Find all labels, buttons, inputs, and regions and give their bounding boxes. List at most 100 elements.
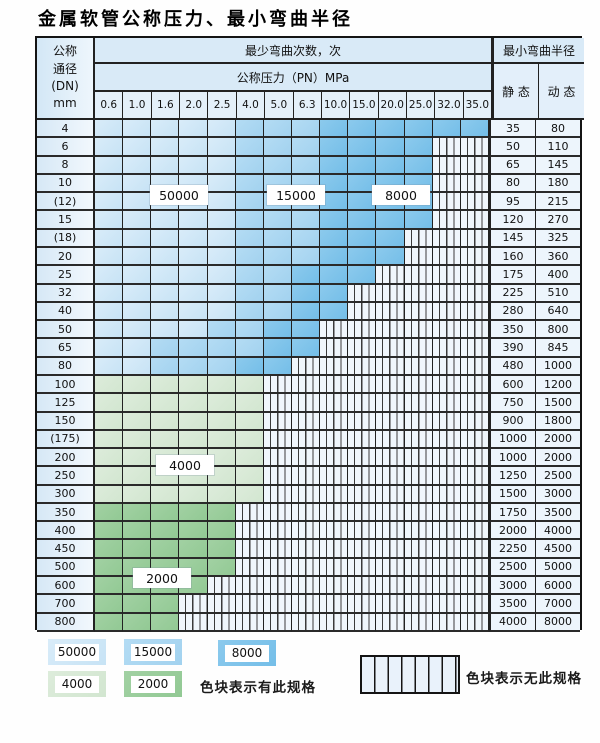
spec-cell [235,229,264,248]
static-radius-cell: 120 [488,211,536,230]
header-pressure-value: 2.5 [208,92,237,120]
dynamic-radius-cell: 360 [535,247,580,267]
no-spec-cell [432,174,461,194]
no-spec-cell [320,467,349,486]
no-spec-cell [348,522,377,541]
no-spec-cell [404,339,433,358]
no-spec-cell [348,540,377,559]
spec-cell [123,302,152,322]
legend-swatch-label: 4000 [55,675,99,693]
spec-cell [376,229,405,248]
no-spec-cell [404,558,433,578]
no-spec-cell [235,540,264,559]
spec-cell [320,174,349,194]
spec-cell [95,577,124,596]
spec-cell [95,375,124,395]
spec-cell [291,138,321,157]
spec-cell [263,302,292,322]
spec-cell [95,613,124,632]
no-spec-cell [348,613,377,632]
no-spec-cell [432,394,461,413]
spec-cell [207,247,236,267]
spec-cell [207,211,236,230]
spec-cell [207,467,236,486]
no-spec-cell [291,595,321,614]
no-spec-cell [460,467,489,486]
no-spec-cell [376,558,405,578]
dn-label-cell: 200 [37,449,95,468]
no-spec-cell [376,284,405,303]
no-spec-cell [320,412,349,431]
spec-cell [320,247,349,267]
dynamic-radius-cell: 3000 [535,485,580,504]
spec-cell [179,211,208,230]
spec-cell [151,339,180,358]
spec-cell [207,430,236,450]
no-spec-cell [348,321,377,340]
spec-cell [207,266,236,285]
no-spec-cell [348,449,377,468]
static-radius-cell: 50 [488,138,536,157]
no-spec-cell [320,522,349,541]
no-spec-cell [460,375,489,395]
dn-label-cell: 32 [37,284,95,303]
spec-cell [95,412,124,431]
no-spec-cell [404,467,433,486]
spec-cell [123,467,152,486]
spec-cell [235,211,264,230]
spec-cell [291,321,321,340]
dn-label-cell: 20 [37,247,95,267]
no-spec-cell [320,430,349,450]
no-spec-cell [404,357,433,376]
dn-label-cell: 800 [37,613,95,632]
dynamic-radius-cell: 845 [535,339,580,358]
dynamic-radius-cell: 800 [535,321,580,340]
no-spec-cell [460,156,489,175]
spec-cell [207,193,236,212]
header-pressure-value: 25.0 [406,92,436,120]
dn-label-cell: (12) [37,193,95,212]
no-spec-cell [432,467,461,486]
dynamic-radius-cell: 325 [535,229,580,248]
spec-cell [95,266,124,285]
spec-cell [235,138,264,157]
spec-cell [179,503,208,523]
spec-cell [123,193,152,212]
spec-cell [151,247,180,267]
spec-cell [95,540,124,559]
dn-label-cell: 80 [37,357,95,376]
spec-cell [95,247,124,267]
spec-cell [404,211,433,230]
no-spec-cell [320,321,349,340]
no-spec-cell [432,247,461,267]
no-spec-cell [404,613,433,632]
static-radius-cell: 390 [488,339,536,358]
no-spec-cell [235,522,264,541]
spec-cell [432,120,461,139]
no-spec-cell [404,522,433,541]
spec-cell [404,138,433,157]
no-spec-cell [460,229,489,248]
no-spec-cell [263,577,292,596]
spec-cell [95,339,124,358]
no-spec-cell [207,613,236,632]
dynamic-radius-cell: 4500 [535,540,580,559]
spec-cell [151,394,180,413]
no-spec-cell [460,449,489,468]
spec-cell [348,247,377,267]
legend-no-spec-text: 色块表示无此规格 [466,671,582,687]
spec-cell [95,321,124,340]
spec-cell [235,430,264,450]
header-pressure-value: 6.3 [293,92,322,120]
legend-has-spec-text: 色块表示有此规格 [200,680,316,696]
static-radius-cell: 750 [488,394,536,413]
spec-cell [235,357,264,376]
no-spec-cell [404,394,433,413]
spec-cell [151,375,180,395]
no-spec-cell [263,412,292,431]
spec-cell [291,284,321,303]
legend-swatch: 2000 [124,671,182,697]
no-spec-cell [432,595,461,614]
spec-cell [123,229,152,248]
no-spec-cell [348,467,377,486]
